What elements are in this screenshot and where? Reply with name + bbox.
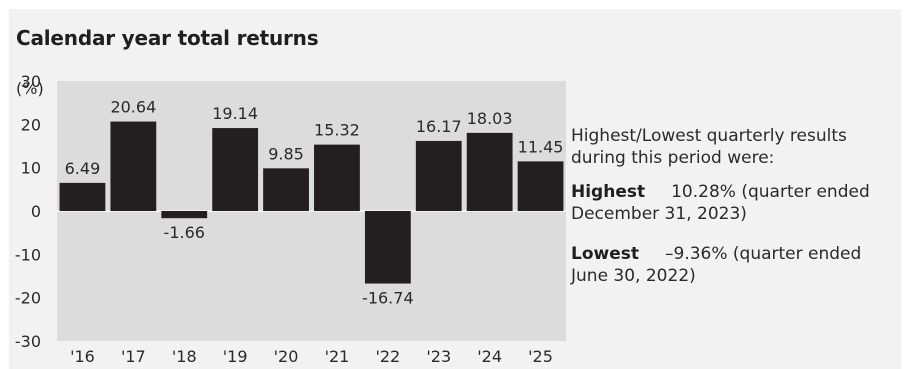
y-tick-label: -30 bbox=[15, 332, 41, 351]
x-tick-label: '20 bbox=[274, 347, 299, 366]
bar-value-label: 19.14 bbox=[212, 104, 258, 123]
x-tick-label: '23 bbox=[426, 347, 451, 366]
chart-title: Calendar year total returns bbox=[16, 26, 319, 50]
bar bbox=[415, 140, 462, 211]
bar bbox=[517, 161, 564, 211]
bar bbox=[110, 121, 157, 211]
summary-lowest: Lowest –9.36% (quarter ended June 30, 202… bbox=[571, 243, 891, 287]
bar-value-label: 20.64 bbox=[110, 98, 156, 117]
bar bbox=[59, 182, 106, 211]
summary-highest: Highest 10.28% (quarter ended December 31… bbox=[571, 181, 891, 225]
y-tick-label: 10 bbox=[21, 159, 41, 178]
bar-value-label: 9.85 bbox=[268, 144, 304, 163]
y-axis-label: (%) bbox=[16, 79, 44, 98]
y-tick-label: 0 bbox=[31, 202, 41, 221]
bar-value-label: 6.49 bbox=[65, 159, 101, 178]
x-tick-label: '18 bbox=[172, 347, 197, 366]
x-tick-label: '22 bbox=[375, 347, 400, 366]
y-tick-label: 20 bbox=[21, 115, 41, 134]
bar-value-label: 16.17 bbox=[416, 117, 462, 136]
bar bbox=[161, 211, 208, 219]
x-tick-label: '16 bbox=[70, 347, 95, 366]
bar bbox=[314, 144, 360, 211]
y-tick-label: -20 bbox=[15, 289, 41, 308]
lowest-value: –9.36% (quarter ended June 30, 2022) bbox=[571, 244, 862, 286]
bar bbox=[212, 128, 259, 211]
bar-value-label: 11.45 bbox=[518, 137, 564, 156]
bar-value-label: -1.66 bbox=[164, 223, 205, 242]
x-tick-label: '19 bbox=[223, 347, 248, 366]
highest-label: Highest bbox=[571, 182, 646, 202]
bar bbox=[466, 132, 513, 211]
bar-value-label: 18.03 bbox=[467, 109, 513, 128]
bar bbox=[263, 168, 309, 211]
bar-value-label: 15.32 bbox=[314, 121, 360, 140]
bar bbox=[364, 211, 411, 284]
summary-intro: Highest/Lowest quarterly results during … bbox=[571, 126, 847, 168]
x-tick-label: '24 bbox=[477, 347, 502, 366]
y-tick-label: 30 bbox=[21, 72, 41, 91]
highest-value: 10.28% (quarter ended December 31, 2023) bbox=[571, 182, 870, 224]
x-tick-label: '25 bbox=[528, 347, 553, 366]
x-tick-label: '17 bbox=[121, 347, 146, 366]
lowest-label: Lowest bbox=[571, 244, 639, 264]
x-tick-label: '21 bbox=[325, 347, 350, 366]
y-tick-label: -10 bbox=[15, 245, 41, 264]
bar-value-label: -16.74 bbox=[362, 289, 414, 308]
